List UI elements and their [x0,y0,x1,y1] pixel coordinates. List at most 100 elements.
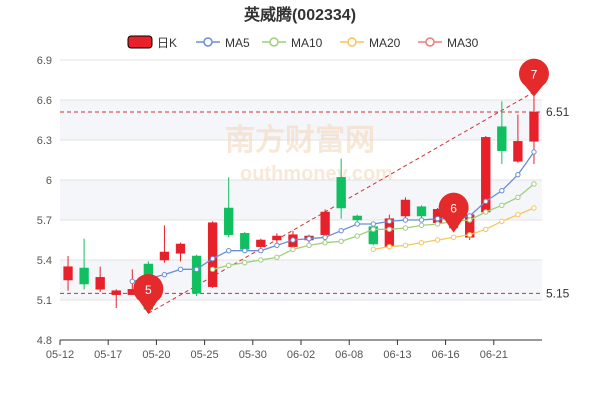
ma5-point [354,221,360,227]
candle-body [320,211,330,235]
ma5-point [338,227,344,234]
ma10-point [499,202,505,209]
candle [175,242,186,262]
candle [224,177,234,238]
ma10-point [483,209,489,215]
ma10-point [226,262,232,269]
x-tick-label: 06-08 [335,349,363,361]
ma5-point [418,217,425,223]
candle [191,254,202,296]
ma5-point [434,215,441,222]
watermark: 南方财富网 outhmoney.com [225,123,393,185]
legend: 日K MA5 MA10 MA20 MA30 [127,35,479,50]
grid [60,59,542,341]
ma20-point [402,242,409,249]
marker-pin-shape [518,58,549,97]
ma10-point [242,259,248,266]
ma5-line [132,151,535,282]
candle [416,205,427,219]
ma20-point [418,239,425,246]
ma5-point [177,266,184,273]
legend-label: 日K [157,36,177,50]
ma10-point [434,221,441,227]
marker-pin-shape [133,274,164,314]
ma10-point [354,233,360,239]
markers: 5 6 7 [133,58,549,314]
legend-swatch-dot [203,37,213,47]
candle [159,225,170,263]
ma10-point [386,226,393,233]
marker-pin: 6 [438,192,469,233]
ma5-point [161,271,168,278]
candle [63,256,73,291]
ma10-point [209,266,216,273]
candle [400,197,411,220]
candle [95,266,105,292]
y-tick-label: 5.7 [37,215,52,227]
x-tick-label: 05-12 [46,349,74,361]
candle-body [159,251,170,261]
candle [207,221,218,288]
y-tick-label: 5.4 [37,255,52,267]
candle-body [400,199,411,217]
ma20-point [499,218,505,225]
x-tick-label: 05-17 [94,349,122,361]
candle-body [95,277,105,290]
marker-pin-shape [438,192,469,233]
ma5-point [193,266,200,273]
ma5-point [402,217,409,223]
candle-body [207,222,218,287]
legend-swatch-candle [127,35,153,49]
ma5-point [515,171,521,178]
x-tick-label: 05-20 [142,349,170,361]
candle [256,238,266,250]
candle [111,289,121,308]
watermark-en: outhmoney.com [240,163,393,185]
marker-pin: 5 [133,274,164,314]
candle [320,209,330,236]
candle [272,233,282,244]
candle-body [416,206,427,217]
candle-body [529,111,539,142]
x-tick-label: 06-21 [480,349,508,361]
x-tick-label: 05-30 [239,349,267,361]
candle-body [111,290,121,295]
y-tick-label: 6 [46,175,52,187]
ref-line-label: 5.15 [546,286,570,300]
legend-label: MA5 [225,36,250,50]
ma10-point [290,246,296,253]
legend-label: MA10 [291,36,323,50]
candle-body [352,215,362,221]
candle-body [191,255,202,294]
ma20-point [515,211,521,218]
marker-pin: 7 [518,58,549,97]
ma20-point [370,246,376,253]
moving-average-lines [129,149,537,285]
x-tick-label: 05-25 [191,349,219,361]
ma5-point [290,237,296,243]
candle [497,101,507,164]
marker-label: 5 [145,283,152,297]
candle-body [79,267,89,285]
candle-body [224,207,234,235]
legend-swatch-dot [269,37,279,47]
ma5-point [499,187,505,194]
axes: 6.9 6.6 6.3 6 5.7 5.4 5.1 4.8 05-12 05-17 05-20 05-… [37,55,542,361]
ma10-point [370,226,376,233]
ma20-point [434,237,441,243]
ma5-point [306,235,312,242]
watermark-cn: 南方财富网 [225,123,375,157]
y-tick-label: 6.3 [37,135,52,147]
candle [513,114,523,163]
ma10-point [306,242,312,249]
ma5-point [370,221,376,227]
ma5-point [242,247,248,254]
ma10-point [274,254,280,261]
ma20-point [531,205,537,211]
candle-body [175,243,186,254]
ma5-point [274,242,280,249]
ma5-point [322,234,328,241]
candle [336,158,346,219]
ma5-point [209,255,216,262]
